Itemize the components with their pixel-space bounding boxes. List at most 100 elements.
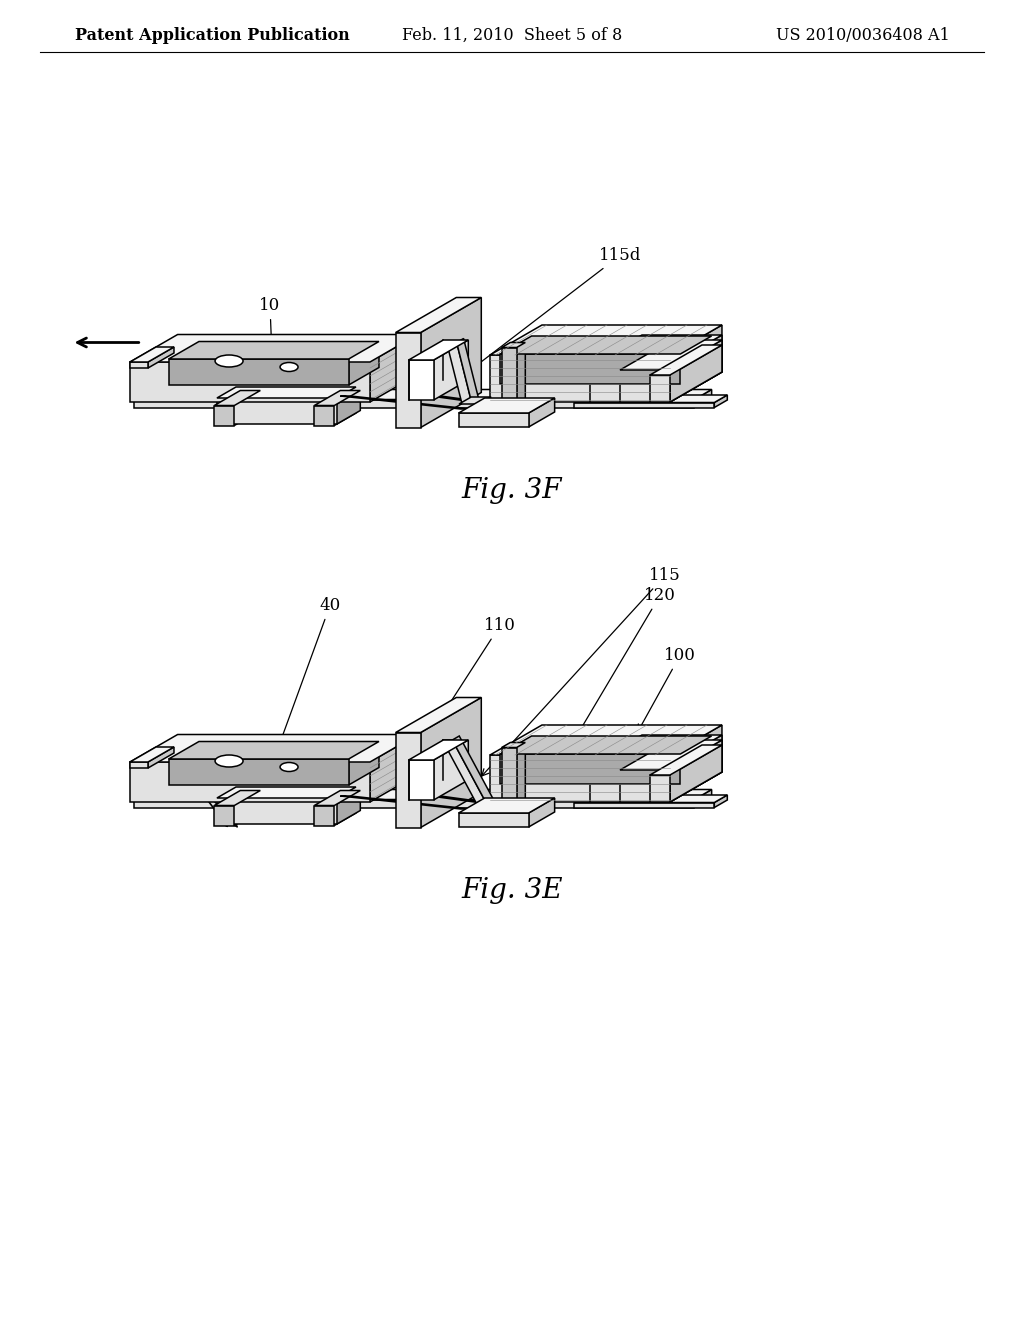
Polygon shape: [337, 787, 356, 824]
Ellipse shape: [280, 363, 298, 371]
Text: 120: 120: [579, 587, 676, 734]
Polygon shape: [459, 397, 492, 404]
Polygon shape: [348, 342, 379, 385]
Polygon shape: [528, 399, 555, 426]
Polygon shape: [395, 333, 421, 428]
Polygon shape: [670, 341, 722, 403]
Polygon shape: [134, 400, 694, 408]
Polygon shape: [501, 354, 680, 384]
Polygon shape: [670, 335, 722, 403]
Polygon shape: [314, 805, 334, 825]
Polygon shape: [217, 799, 337, 824]
Polygon shape: [169, 742, 379, 759]
Polygon shape: [490, 725, 722, 755]
Polygon shape: [528, 799, 555, 828]
Polygon shape: [130, 747, 174, 762]
Circle shape: [492, 401, 512, 421]
Polygon shape: [421, 697, 481, 828]
Polygon shape: [134, 389, 712, 400]
Polygon shape: [217, 787, 356, 799]
Ellipse shape: [215, 755, 243, 767]
Polygon shape: [501, 737, 712, 754]
Text: 40: 40: [278, 597, 341, 746]
Ellipse shape: [280, 763, 298, 771]
Polygon shape: [134, 789, 712, 800]
Text: 115: 115: [482, 568, 681, 776]
Polygon shape: [314, 391, 360, 405]
Polygon shape: [459, 399, 555, 413]
Polygon shape: [430, 396, 536, 409]
Polygon shape: [670, 735, 722, 803]
Polygon shape: [517, 342, 525, 408]
Polygon shape: [650, 775, 670, 803]
Polygon shape: [130, 362, 148, 368]
Polygon shape: [348, 742, 379, 785]
Polygon shape: [670, 744, 722, 803]
Polygon shape: [130, 734, 418, 762]
Text: 100: 100: [638, 647, 696, 731]
Polygon shape: [517, 742, 525, 808]
Polygon shape: [715, 795, 727, 808]
Polygon shape: [590, 735, 722, 766]
Polygon shape: [409, 341, 468, 360]
Polygon shape: [409, 741, 468, 760]
Polygon shape: [370, 734, 418, 803]
Polygon shape: [574, 795, 727, 803]
Polygon shape: [680, 737, 712, 784]
Polygon shape: [502, 347, 517, 408]
Polygon shape: [694, 389, 712, 408]
Polygon shape: [574, 803, 715, 808]
Polygon shape: [715, 395, 727, 408]
Text: Fig. 3F: Fig. 3F: [462, 477, 562, 503]
Text: 115d: 115d: [472, 247, 641, 368]
Polygon shape: [433, 741, 468, 800]
Polygon shape: [395, 733, 421, 828]
Polygon shape: [217, 399, 337, 424]
Ellipse shape: [215, 355, 243, 367]
Polygon shape: [680, 337, 712, 384]
Polygon shape: [574, 395, 727, 403]
Polygon shape: [433, 341, 468, 400]
Polygon shape: [650, 744, 722, 775]
Polygon shape: [620, 741, 722, 770]
Polygon shape: [314, 791, 360, 805]
Polygon shape: [430, 796, 536, 809]
Polygon shape: [502, 342, 525, 347]
Text: Feb. 11, 2010  Sheet 5 of 8: Feb. 11, 2010 Sheet 5 of 8: [401, 26, 623, 44]
Polygon shape: [453, 737, 495, 805]
Polygon shape: [409, 760, 433, 800]
Polygon shape: [340, 396, 471, 409]
Polygon shape: [446, 342, 472, 403]
Polygon shape: [421, 297, 481, 428]
Polygon shape: [130, 362, 370, 403]
Polygon shape: [459, 799, 555, 813]
Polygon shape: [502, 742, 525, 747]
Polygon shape: [650, 345, 722, 375]
Text: 130: 130: [184, 777, 238, 826]
Polygon shape: [620, 341, 722, 370]
Polygon shape: [234, 791, 260, 825]
Polygon shape: [620, 370, 670, 403]
Polygon shape: [169, 759, 348, 785]
Polygon shape: [670, 325, 722, 403]
Text: 110: 110: [440, 317, 476, 334]
Text: 110: 110: [441, 616, 516, 717]
Polygon shape: [590, 766, 670, 803]
Polygon shape: [314, 405, 334, 425]
Polygon shape: [502, 747, 517, 808]
Circle shape: [492, 801, 512, 821]
Polygon shape: [340, 796, 471, 809]
Polygon shape: [694, 789, 712, 808]
Polygon shape: [670, 741, 722, 803]
Polygon shape: [490, 755, 670, 803]
Polygon shape: [334, 391, 360, 425]
Polygon shape: [134, 800, 694, 808]
Polygon shape: [475, 800, 506, 807]
Polygon shape: [169, 359, 348, 385]
Polygon shape: [169, 342, 379, 359]
Polygon shape: [395, 697, 481, 733]
Polygon shape: [574, 403, 715, 408]
Polygon shape: [457, 338, 478, 403]
Polygon shape: [650, 375, 670, 403]
Text: 10: 10: [259, 297, 281, 343]
